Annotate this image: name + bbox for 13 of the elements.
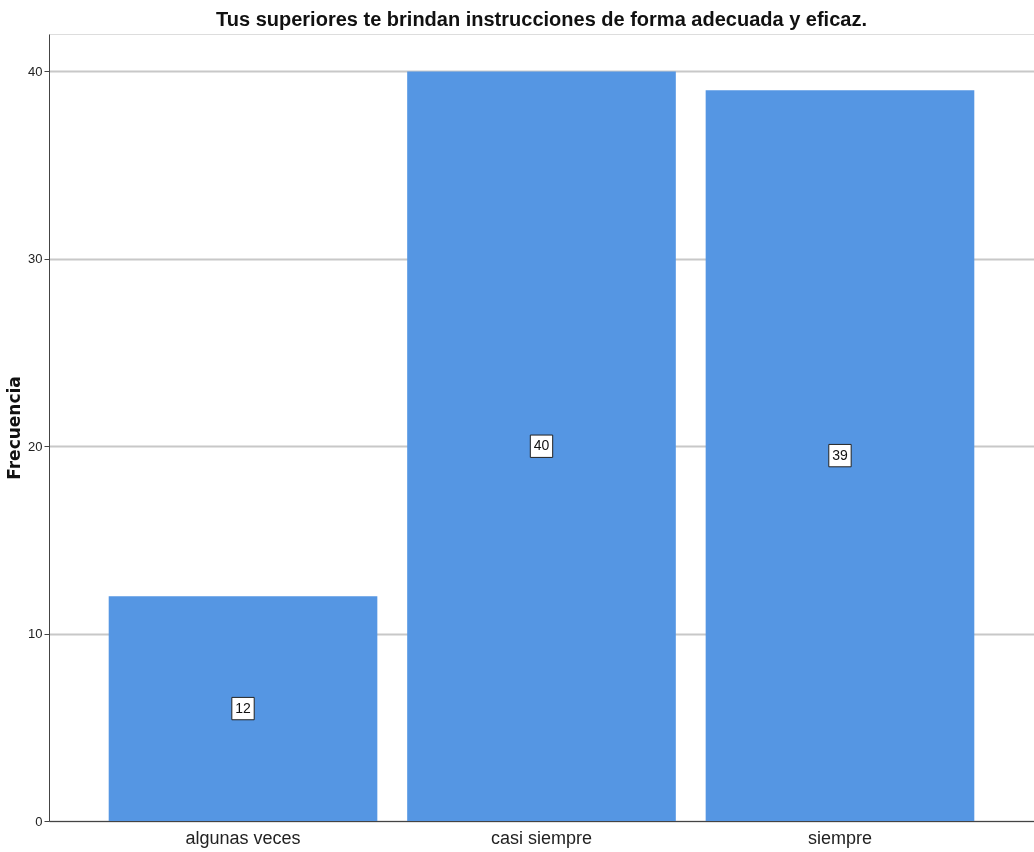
x-tick-label: casi siempre [490, 827, 593, 848]
y-tick-label: 0 [35, 813, 43, 829]
y-tick-label: 40 [28, 63, 43, 79]
x-tick-label: algunas veces [185, 827, 301, 848]
chart-title: Tus superiores te brindan instrucciones de forma adecuada y eficaz. [216, 8, 867, 30]
y-tick-label: 20 [28, 438, 43, 454]
y-axis-title: Frecuencia [4, 376, 25, 480]
x-tick-label: siempre [807, 827, 872, 848]
data-label: 39 [832, 446, 848, 463]
y-tick-label: 10 [28, 626, 43, 642]
data-label: 40 [533, 437, 550, 454]
data-label: 12 [235, 699, 252, 716]
y-tick-label: 30 [28, 251, 43, 267]
